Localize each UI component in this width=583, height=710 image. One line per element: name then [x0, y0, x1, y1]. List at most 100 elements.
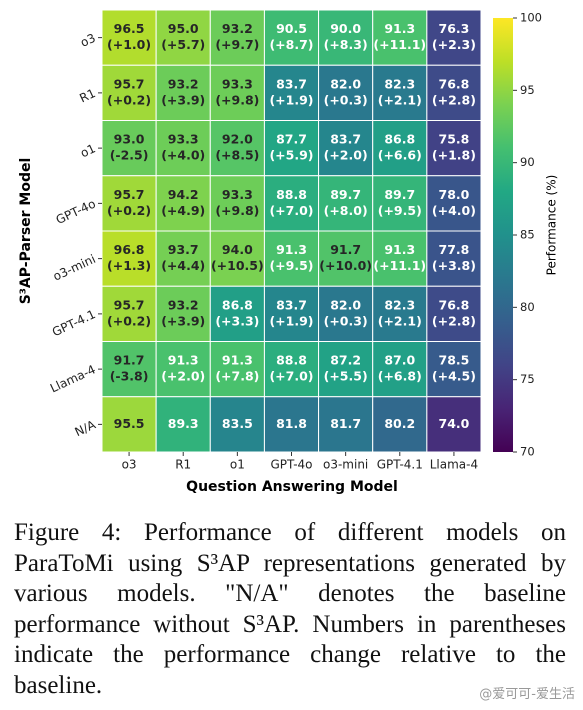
cell-change-label: (+11.1): [373, 37, 426, 52]
colorbar-tick-label: 90: [520, 155, 535, 169]
colorbar-tick-label: 75: [520, 372, 535, 386]
cell-value-label: 82.0: [330, 76, 361, 91]
cell-change-label: (+2.8): [432, 92, 476, 107]
cell-change-label: (+1.3): [107, 258, 151, 273]
cell-value-label: 78.5: [439, 353, 470, 368]
heatmap-cell: [426, 341, 482, 398]
heatmap-cell: [263, 396, 320, 453]
cell-value-label: 95.7: [114, 187, 145, 202]
heatmap-cell: [318, 64, 374, 121]
cell-change-label: (+0.3): [324, 92, 368, 107]
cell-value-label: 75.8: [439, 132, 470, 147]
heatmap-cell: [318, 341, 374, 398]
heatmap-cell: [318, 285, 374, 342]
cell-change-label: (+9.8): [215, 92, 259, 107]
heatmap-cell: [101, 9, 157, 66]
heatmap-cell: [101, 396, 157, 453]
cell-change-label: (+1.8): [432, 148, 476, 163]
cell-change-label: (+4.5): [432, 369, 476, 384]
cell-change-label: (+3.8): [432, 258, 476, 273]
heatmap-cell: [263, 175, 320, 232]
heatmap-cell: [426, 120, 482, 177]
heatmap-cell: [155, 9, 211, 66]
y-tick-label: o3: [78, 31, 97, 50]
x-tick-label: GPT-4o: [270, 458, 312, 472]
x-tick-label: o1: [230, 458, 245, 472]
y-tick-label: N/A: [73, 417, 99, 439]
cell-change-label: (+9.7): [215, 37, 259, 52]
cell-value-label: 87.0: [384, 353, 415, 368]
cell-change-label: (+4.0): [432, 203, 476, 218]
cell-value-label: 91.7: [330, 242, 361, 257]
cell-value-label: 93.3: [222, 187, 253, 202]
cell-change-label: (+3.9): [161, 92, 205, 107]
cell-change-label: (+0.2): [107, 92, 151, 107]
cell-change-label: (+6.8): [378, 369, 422, 384]
cell-value-label: 93.2: [222, 21, 253, 36]
colorbar: [493, 18, 513, 452]
cell-value-label: 86.8: [222, 297, 253, 312]
cell-change-label: (+7.8): [215, 369, 259, 384]
cell-change-label: (+8.5): [215, 148, 259, 163]
y-axis-label: S³AP-Parser Model: [18, 158, 34, 305]
cell-change-label: (+3.3): [215, 313, 259, 328]
heatmap-cell: [101, 230, 157, 287]
heatmap-cell: [263, 285, 320, 342]
x-tick-label: Llama-4: [430, 458, 478, 472]
heatmap-cell: [372, 396, 428, 453]
cell-value-label: 93.0: [114, 132, 145, 147]
watermark: @爱可可-爱生活: [479, 687, 575, 702]
cell-change-label: (+1.0): [107, 37, 151, 52]
heatmap-cell: [263, 341, 320, 398]
cell-value-label: 93.2: [168, 297, 199, 312]
cell-change-label: (+9.5): [378, 203, 422, 218]
cell-value-label: 88.8: [276, 187, 307, 202]
cell-value-label: 91.3: [276, 242, 307, 257]
cell-change-label: (+3.9): [161, 313, 205, 328]
heatmap-cell: [101, 175, 157, 232]
heatmap-cell: [426, 396, 482, 453]
heatmap-cell: [209, 120, 265, 177]
colorbar-label: Performance (%): [545, 175, 559, 276]
chart: Question Answering Model S³AP-Parser Mod…: [18, 9, 559, 495]
cell-value-label: 94.2: [168, 187, 199, 202]
cell-change-label: (+8.3): [324, 37, 368, 52]
cell-value-label: 89.7: [384, 187, 415, 202]
cell-value-label: 87.7: [276, 132, 307, 147]
heatmap-cell: [263, 120, 320, 177]
x-tick-label: GPT-4.1: [377, 458, 423, 472]
cell-value-label: 93.7: [168, 242, 199, 257]
cell-value-label: 89.3: [168, 416, 199, 431]
cell-value-label: 82.0: [330, 297, 361, 312]
cell-value-label: 74.0: [439, 416, 470, 431]
cell-change-label: (+5.7): [161, 37, 205, 52]
x-tick-label: R1: [175, 458, 191, 472]
cell-change-label: (+7.0): [269, 203, 313, 218]
cell-value-label: 83.7: [330, 132, 361, 147]
colorbar-tick-label: 70: [520, 445, 535, 459]
cell-change-label: (+5.9): [269, 148, 313, 163]
cell-change-label: (+11.1): [373, 258, 426, 273]
cell-change-label: (+6.6): [378, 148, 422, 163]
cell-value-label: 95.0: [168, 21, 199, 36]
cell-value-label: 93.3: [222, 76, 253, 91]
cell-value-label: 83.7: [276, 297, 307, 312]
cell-value-label: 91.7: [114, 353, 145, 368]
colorbar-tick-label: 95: [520, 83, 535, 97]
heatmap-cell: [155, 285, 211, 342]
cell-change-label: (+4.0): [161, 148, 205, 163]
heatmap-cell: [372, 175, 428, 232]
cell-value-label: 83.5: [222, 416, 253, 431]
heatmap-cell: [426, 64, 482, 121]
x-tick-label: o3-mini: [323, 458, 368, 472]
colorbar-tick-label: 85: [520, 228, 535, 242]
heatmap-cell: [372, 9, 428, 66]
heatmap-cell: [372, 120, 428, 177]
cell-change-label: (+1.9): [269, 313, 313, 328]
caption: Figure 4: Performance of different model…: [14, 519, 566, 699]
cell-value-label: 82.3: [384, 76, 415, 91]
cell-change-label: (+9.8): [215, 203, 259, 218]
cell-change-label: (+2.1): [378, 313, 422, 328]
cell-change-label: (+4.9): [161, 203, 205, 218]
